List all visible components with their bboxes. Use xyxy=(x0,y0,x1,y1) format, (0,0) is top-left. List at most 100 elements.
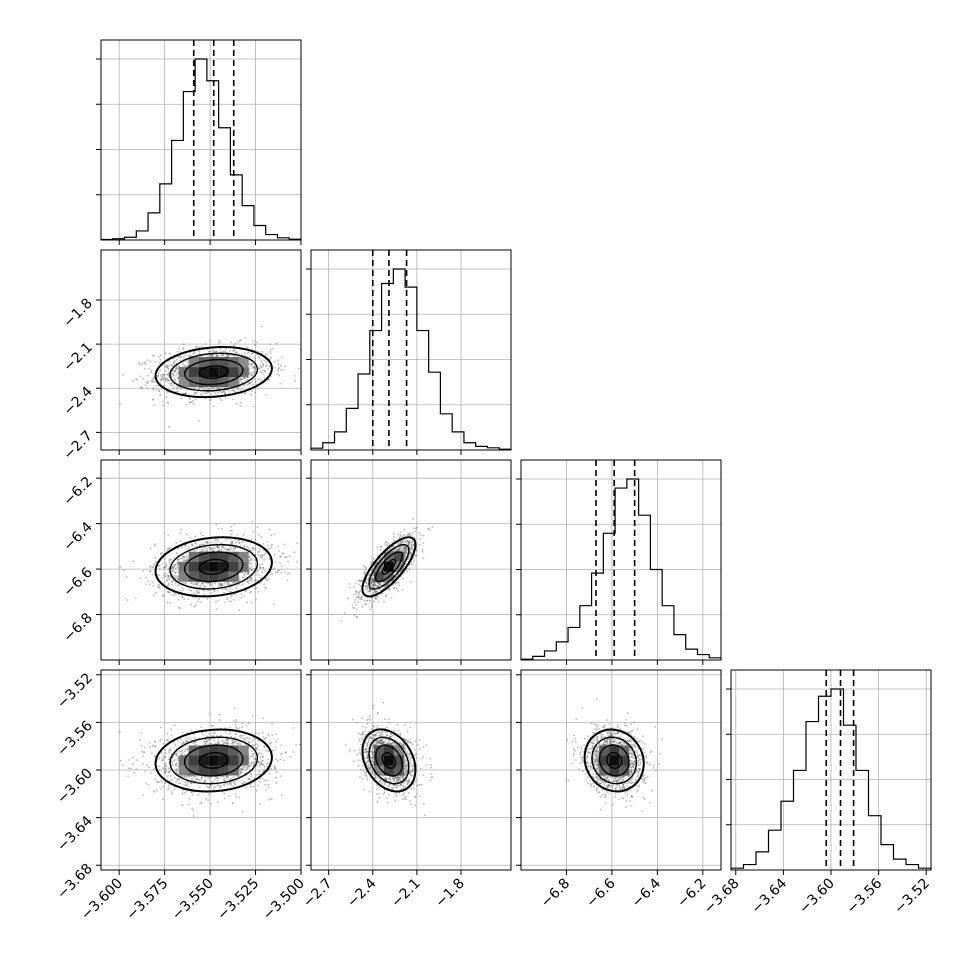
sample-point xyxy=(164,765,167,768)
sample-point xyxy=(209,355,212,358)
sample-point xyxy=(154,543,157,546)
sample-point xyxy=(403,549,406,551)
sample-point xyxy=(138,361,140,364)
sample-point xyxy=(234,547,237,550)
sample-point xyxy=(174,753,177,755)
sample-point xyxy=(366,599,368,602)
sample-point xyxy=(395,550,397,553)
sample-point xyxy=(273,366,276,369)
sample-point xyxy=(407,543,410,546)
sample-point xyxy=(238,339,241,342)
sample-point xyxy=(162,384,165,387)
sample-point xyxy=(229,730,231,733)
sample-point xyxy=(186,559,189,562)
sample-point xyxy=(369,589,372,592)
sample-point xyxy=(167,591,169,593)
sample-point xyxy=(377,582,380,585)
sample-point xyxy=(184,582,187,585)
sample-point xyxy=(159,552,162,555)
sample-point xyxy=(366,599,369,602)
sample-point xyxy=(220,354,223,357)
sample-point xyxy=(210,780,213,783)
sample-point xyxy=(264,570,266,573)
sample-point xyxy=(355,615,358,618)
sample-point xyxy=(209,548,212,550)
sample-point xyxy=(268,547,271,550)
sample-point xyxy=(180,397,183,400)
sample-point xyxy=(246,346,249,349)
sample-point xyxy=(262,770,265,773)
sample-point xyxy=(270,534,273,536)
sample-point xyxy=(190,603,193,606)
sample-point xyxy=(162,404,164,407)
sample-point xyxy=(184,353,187,356)
sample-point xyxy=(359,590,361,592)
sample-point xyxy=(216,387,219,390)
sample-point xyxy=(211,583,213,585)
sample-point xyxy=(182,789,185,792)
sample-point xyxy=(229,732,232,735)
sample-point xyxy=(248,382,251,385)
sample-point xyxy=(217,547,220,550)
sample-point xyxy=(393,550,396,552)
sample-point xyxy=(195,590,198,593)
sample-point xyxy=(174,574,177,577)
sample-point xyxy=(166,601,169,604)
sample-point xyxy=(217,392,219,394)
sample-point xyxy=(146,387,149,390)
sample-point xyxy=(388,588,391,590)
sample-point xyxy=(142,569,145,572)
sample-point xyxy=(205,549,208,551)
sample-point xyxy=(352,593,355,596)
sample-point xyxy=(380,582,382,585)
sample-point xyxy=(244,590,247,593)
sample-point xyxy=(259,566,262,569)
sample-point xyxy=(213,405,215,407)
sample-point xyxy=(166,373,169,376)
sample-point xyxy=(219,583,222,586)
sample-point xyxy=(145,576,147,579)
sample-point xyxy=(163,373,166,376)
sample-point xyxy=(404,545,407,548)
sample-point xyxy=(258,368,260,370)
sample-point xyxy=(251,381,254,383)
sample-point xyxy=(367,579,370,581)
sample-point xyxy=(226,596,229,599)
sample-point xyxy=(163,566,166,568)
sample-point xyxy=(408,542,411,544)
sample-point xyxy=(404,548,406,551)
sample-point xyxy=(198,591,201,593)
sample-point xyxy=(231,529,233,532)
sample-point xyxy=(183,598,186,600)
sample-point xyxy=(196,591,199,594)
sample-point xyxy=(232,598,235,601)
sample-point xyxy=(195,777,198,780)
density-cell xyxy=(228,571,239,582)
sample-point xyxy=(378,588,381,591)
sample-point xyxy=(273,533,276,535)
sample-point xyxy=(161,594,164,597)
sample-point xyxy=(249,579,252,582)
sample-point xyxy=(173,576,176,578)
sample-point xyxy=(395,582,397,584)
sample-point xyxy=(273,554,276,556)
sample-point xyxy=(396,548,399,550)
sample-point xyxy=(241,378,244,381)
sample-point xyxy=(255,341,258,344)
sample-point xyxy=(171,570,174,573)
sample-point xyxy=(232,549,235,552)
sample-point xyxy=(157,374,159,377)
sample-point xyxy=(216,354,219,357)
sample-point xyxy=(219,784,222,787)
sample-point xyxy=(409,563,411,566)
sample-point xyxy=(306,360,308,362)
sample-point xyxy=(245,786,247,789)
sample-point xyxy=(243,384,246,386)
sample-point xyxy=(285,556,288,559)
sample-point xyxy=(421,548,424,551)
sample-point xyxy=(367,586,370,589)
sample-point xyxy=(167,365,169,368)
sample-point xyxy=(190,354,192,357)
sample-point xyxy=(357,596,359,599)
sample-point xyxy=(234,351,237,354)
